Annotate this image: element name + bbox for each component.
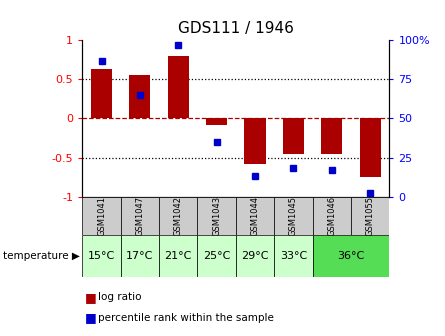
Text: 29°C: 29°C: [241, 251, 269, 261]
Bar: [121, 235, 159, 277]
Bar: [313, 235, 389, 277]
Text: GSM1043: GSM1043: [212, 196, 221, 236]
Bar: [283, 119, 304, 154]
Text: GSM1041: GSM1041: [97, 196, 106, 236]
Bar: [313, 197, 351, 235]
Bar: [198, 235, 236, 277]
Text: GSM1045: GSM1045: [289, 196, 298, 236]
Bar: [159, 197, 198, 235]
Bar: [82, 197, 121, 235]
Text: 33°C: 33°C: [280, 251, 307, 261]
Bar: [360, 119, 381, 177]
Text: GSM1042: GSM1042: [174, 196, 183, 236]
Text: 15°C: 15°C: [88, 251, 115, 261]
Text: GSM1046: GSM1046: [328, 196, 336, 236]
Bar: [91, 69, 112, 119]
Bar: [121, 197, 159, 235]
Text: 17°C: 17°C: [126, 251, 154, 261]
Bar: [274, 197, 313, 235]
Text: log ratio: log ratio: [98, 292, 142, 302]
Title: GDS111 / 1946: GDS111 / 1946: [178, 22, 294, 36]
Bar: [351, 197, 389, 235]
Text: GSM1047: GSM1047: [135, 196, 144, 236]
Bar: [198, 197, 236, 235]
Text: GSM1055: GSM1055: [366, 196, 375, 236]
Bar: [244, 119, 266, 164]
Bar: [159, 235, 198, 277]
Text: GSM1044: GSM1044: [251, 196, 259, 236]
Text: 36°C: 36°C: [337, 251, 364, 261]
Text: ■: ■: [85, 311, 96, 324]
Text: 21°C: 21°C: [165, 251, 192, 261]
Bar: [82, 235, 121, 277]
Text: 25°C: 25°C: [203, 251, 231, 261]
Bar: [321, 119, 342, 154]
Bar: [274, 235, 313, 277]
Text: temperature ▶: temperature ▶: [3, 251, 80, 261]
Bar: [168, 56, 189, 119]
Bar: [129, 76, 150, 119]
Bar: [236, 235, 274, 277]
Bar: [236, 197, 274, 235]
Text: ■: ■: [85, 291, 96, 304]
Text: percentile rank within the sample: percentile rank within the sample: [98, 312, 274, 323]
Bar: [206, 119, 227, 125]
